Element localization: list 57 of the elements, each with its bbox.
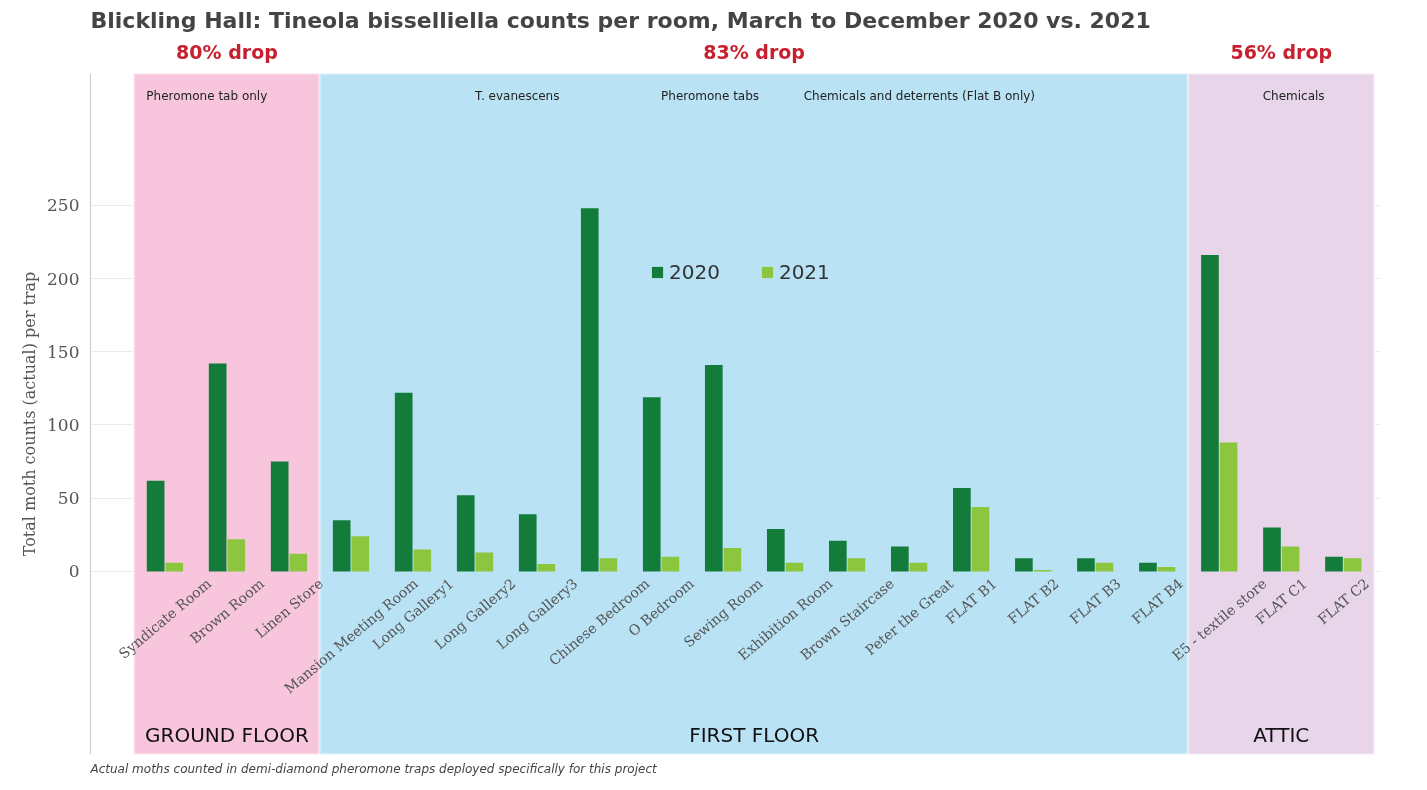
annotation: Pheromone tabs xyxy=(661,88,760,103)
y-tick-label: 200 xyxy=(47,268,80,289)
bar xyxy=(1281,546,1300,572)
bar xyxy=(971,507,990,572)
annotation: Chemicals xyxy=(1262,88,1325,103)
bar xyxy=(828,540,847,572)
y-tick-label: 100 xyxy=(47,414,80,435)
y-axis-title: Total moth counts (actual) per trap xyxy=(20,271,40,557)
text: Actual moths counted in demi-diamond pheromone traps deployed specifically for this project xyxy=(89,761,658,776)
y-tick-label: 150 xyxy=(47,341,80,362)
annotation: Chemicals and deterrents (Flat B only) xyxy=(803,88,1035,103)
bar xyxy=(413,549,432,572)
bar xyxy=(146,480,165,572)
bar xyxy=(661,556,680,572)
y-tick-label: 50 xyxy=(57,488,80,509)
bar xyxy=(953,487,971,572)
bar xyxy=(537,564,556,572)
bar xyxy=(580,208,599,572)
annotation: T. evanescens xyxy=(474,88,560,103)
bar xyxy=(766,528,785,572)
text: 83% drop xyxy=(703,40,805,63)
bar xyxy=(1219,442,1238,572)
bar xyxy=(1325,556,1343,572)
band-label: FIRST FLOOR xyxy=(689,722,820,747)
annotation: Pheromone tab only xyxy=(146,88,268,103)
bar xyxy=(270,461,289,572)
bar xyxy=(351,536,370,572)
band-label: ATTIC xyxy=(1253,722,1310,747)
bar xyxy=(1201,255,1219,572)
y-tick-label: 250 xyxy=(47,195,80,216)
chart-title: Blickling Hall: Tineola bisselliella counts per room, March to December 2020 vs. 2021 xyxy=(90,7,1151,33)
bar xyxy=(1077,558,1095,572)
bar xyxy=(475,552,494,572)
y-tick-label: 0 xyxy=(68,561,80,582)
bar xyxy=(332,520,351,572)
bar xyxy=(599,558,618,572)
bar xyxy=(847,558,866,572)
bar xyxy=(394,392,413,572)
bar xyxy=(642,397,661,572)
text: 80% drop xyxy=(176,40,278,63)
bar xyxy=(456,495,475,572)
bar xyxy=(704,364,723,572)
bar xyxy=(1263,527,1281,572)
bar xyxy=(227,539,246,572)
bar xyxy=(165,562,184,572)
bar xyxy=(723,548,742,572)
legend-label: 2021 xyxy=(778,260,830,284)
band-label: GROUND FLOOR xyxy=(145,722,309,747)
bar xyxy=(1343,558,1362,572)
bar xyxy=(1139,562,1157,572)
bar xyxy=(208,363,227,572)
text: 56% drop xyxy=(1230,40,1333,63)
bar xyxy=(1015,558,1033,572)
bar xyxy=(289,553,308,572)
bar xyxy=(891,546,909,572)
legend-label: 2020 xyxy=(669,260,720,284)
bar xyxy=(518,514,537,572)
